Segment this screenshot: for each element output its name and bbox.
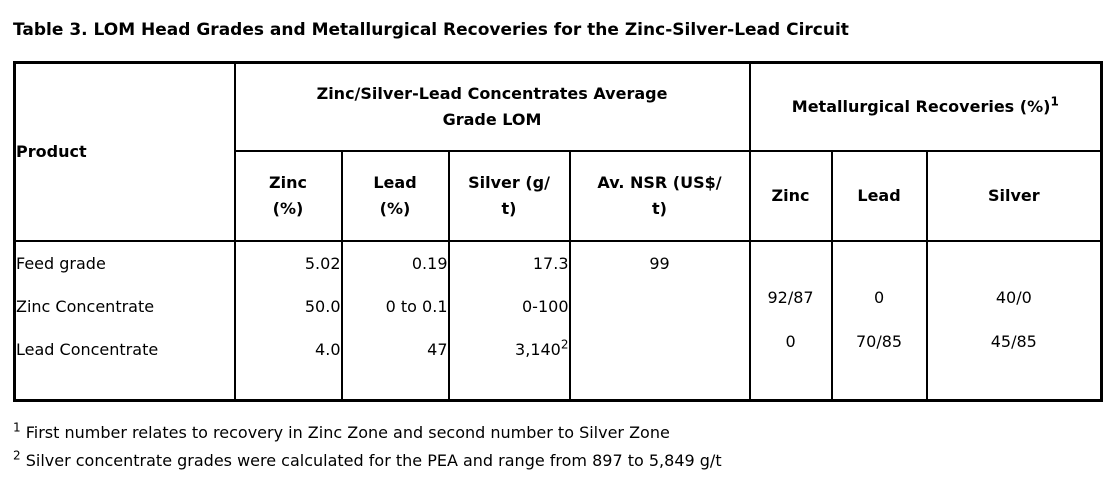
silver-grade-lead-conc: 3,1402 [450,328,569,371]
row-label-zinc-concentrate: Zinc Concentrate [16,296,155,316]
row-label-lead-concentrate: Lead Concentrate [16,339,159,359]
zinc-grade-zinc-conc: 50.0 [304,296,341,316]
lom-grades-recoveries-table: Product Zinc/Silver-Lead Concentrates Av… [13,61,1104,402]
lead-grade-zinc-conc: 0 to 0.1 [385,296,448,316]
silver-grade-cell: 17.3 0-100 3,1402 [447,239,571,402]
lead-recovery-cell: 0 70/85 [830,239,928,402]
lead-recovery-line-2: 70/85 [855,332,903,352]
footnote-ref-1: 1 [1050,94,1059,109]
lead-grade-lead-conc: 47 [427,339,448,359]
header-grade-group: Zinc/Silver-Lead Concentrates Average Gr… [233,61,751,152]
product-column-cell: Feed grade Zinc Concentrate Lead Concent… [13,239,236,402]
lead-grade-feed: 0.19 [411,253,448,273]
header-recovery-lead: Lead [830,149,928,242]
document-page: Table 3. LOM Head Grades and Metallurgic… [13,20,1104,475]
zinc-grade-lead-conc: 4.0 [315,339,341,359]
silver-recovery-line-1: 40/0 [995,288,1032,308]
zinc-recovery-line-1: 92/87 [767,288,814,308]
silver-recovery-line-2: 45/85 [990,332,1037,352]
header-av-nsr: Av. NSR (US$/ t) [568,149,751,242]
silver-grade-lead-conc-value: 3,140 [515,339,561,359]
av-nsr-cell: 99 [568,239,751,402]
header-zinc-grade: Zinc (%) [233,149,343,242]
nsr-feed: 99 [649,253,670,273]
header-recovery-zinc: Zinc [748,149,833,242]
lead-grade-cell: 0.19 0 to 0.1 47 [340,239,450,402]
footnote-2-text: Silver concentrate grades were calculate… [25,451,722,470]
zinc-recovery-line-2: 0 [785,332,796,352]
header-silver-grade: Silver (g/ t) [447,149,571,242]
footnotes: 1 First number relates to recovery in Zi… [13,419,1100,475]
zinc-grade-cell: 5.02 50.0 4.0 [233,239,343,402]
footnote-1-marker: 1 [13,420,21,435]
header-lead-grade: Lead (%) [340,149,450,242]
silver-grade-zinc-conc: 0-100 [522,296,569,316]
footnote-2: 2 Silver concentrate grades were calcula… [13,447,1100,475]
header-recovery-group-label: Metallurgical Recoveries (%) [791,96,1051,116]
footnote-ref-2: 2 [560,337,569,352]
table-data-row: Feed grade Zinc Concentrate Lead Concent… [13,239,1103,402]
row-label-feed-grade: Feed grade [16,253,106,273]
header-group-row: Product Zinc/Silver-Lead Concentrates Av… [13,61,1103,242]
lead-recovery-line-1: 0 [873,288,885,308]
footnote-1-text: First number relates to recovery in Zinc… [25,423,670,442]
footnote-2-marker: 2 [13,448,21,463]
zinc-recovery-cell: 92/87 0 [748,239,833,402]
header-recovery-silver: Silver [925,149,1103,242]
header-recovery-group: Metallurgical Recoveries (%)1 [748,61,1103,152]
silver-grade-feed: 17.3 [532,253,569,273]
header-product: Product [13,61,236,242]
silver-recovery-cell: 40/0 45/85 [925,239,1103,402]
footnote-1: 1 First number relates to recovery in Zi… [13,419,1100,447]
header-sub-row: Zinc (%) Lead (%) Silver (g/ t) Av. NSR … [15,149,1103,242]
zinc-grade-feed: 5.02 [304,253,341,273]
table-caption: Table 3. LOM Head Grades and Metallurgic… [13,20,849,40]
